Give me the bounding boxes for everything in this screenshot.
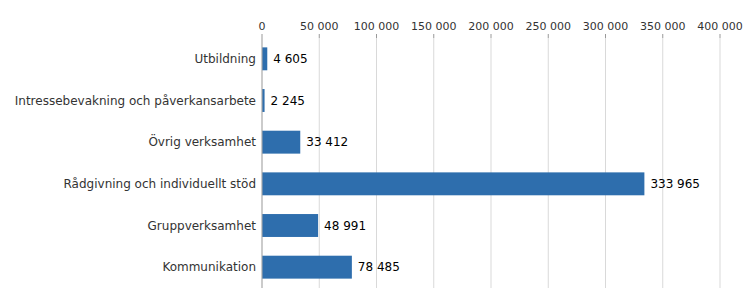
tick-mark (319, 34, 320, 38)
tick-mark (491, 34, 492, 38)
tick-label: 50 000 (300, 20, 339, 33)
tick-label: 300 000 (583, 20, 629, 33)
category-label: Övrig verksamhet (148, 133, 256, 149)
grid-line (319, 38, 320, 288)
category-label: Gruppverksamhet (148, 219, 257, 233)
grid-line (605, 38, 606, 288)
y-axis-line (262, 38, 263, 288)
data-label: 78 485 (358, 260, 400, 274)
chart-svg: 0 50 000 100 000 150 000 200 000 250 000 300 0… (0, 0, 750, 300)
tick-mark (433, 34, 434, 38)
tick-mark (605, 34, 606, 38)
tick-label: 400 000 (697, 20, 743, 33)
data-label: 333 965 (650, 177, 700, 191)
tick-label: 250 000 (526, 20, 572, 33)
tick-label: 200 000 (468, 20, 514, 33)
tick-mark (548, 34, 549, 38)
bar (262, 131, 300, 154)
bar (262, 172, 644, 195)
grid-line (720, 38, 721, 288)
bar (262, 214, 318, 237)
y-axis: Kommunikation Gruppverksamhet Rådgivning o… (15, 52, 257, 274)
data-label: 33 412 (306, 135, 348, 149)
tick-mark (662, 34, 663, 38)
tick-label: 0 (259, 20, 266, 33)
grid-line (548, 38, 549, 288)
grid-line (433, 38, 434, 288)
tick-mark (262, 34, 263, 38)
data-label: 48 991 (324, 219, 366, 233)
bar (262, 256, 352, 279)
grid-line (491, 38, 492, 288)
tick-label: 150 000 (411, 20, 457, 33)
x-axis: 0 50 000 100 000 150 000 200 000 250 000 300 0… (259, 20, 743, 288)
category-label: Rådgivning och individuellt stöd (64, 177, 256, 191)
tick-label: 350 000 (640, 20, 686, 33)
bars (262, 47, 644, 278)
tick-label: 100 000 (354, 20, 400, 33)
data-labels: 78 485 48 991 333 965 33 412 2 245 4 605 (271, 52, 700, 274)
bar (262, 47, 267, 70)
grid-line (262, 38, 263, 288)
data-label: 2 245 (271, 94, 305, 108)
data-label: 4 605 (273, 52, 307, 66)
grid-line (376, 38, 377, 288)
grid-line (662, 38, 663, 288)
category-label: Intressebevakning och påverkansarbete (15, 94, 256, 108)
chart-container: 0 50 000 100 000 150 000 200 000 250 000 300 0… (0, 0, 750, 300)
tick-mark (720, 34, 721, 38)
tick-mark (376, 34, 377, 38)
category-label: Kommunikation (162, 260, 256, 274)
category-label: Utbildning (194, 52, 256, 66)
